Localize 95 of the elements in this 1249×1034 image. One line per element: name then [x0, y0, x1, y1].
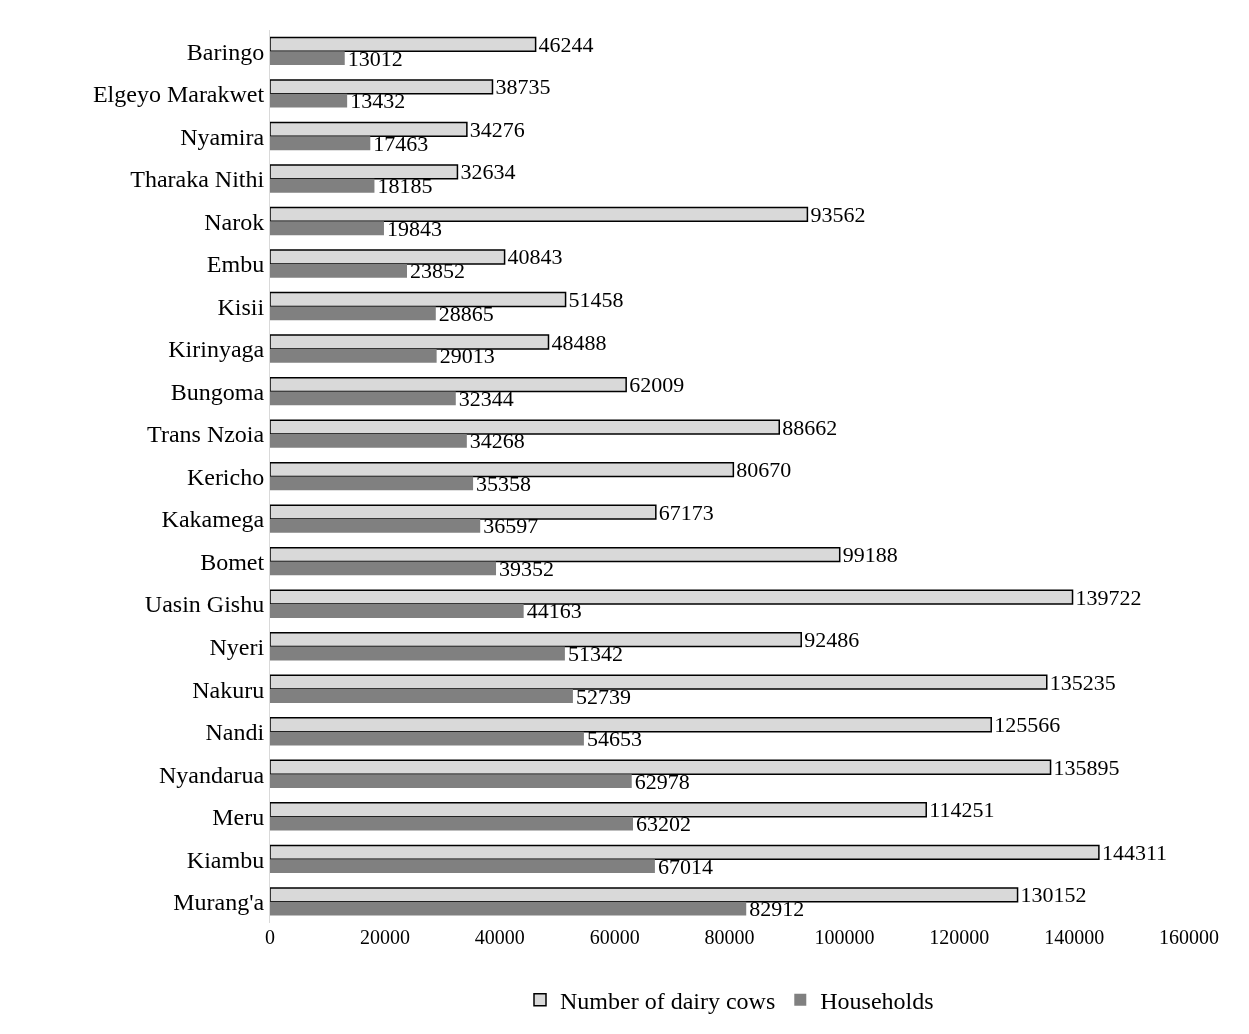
- data-label: 54653: [586, 726, 642, 752]
- y-tick-label: Tharaka Nithi: [130, 166, 265, 193]
- bar: [270, 221, 384, 236]
- y-tick-label: Kericho: [186, 463, 265, 490]
- legend-label: Number of dairy cows: [560, 988, 776, 1015]
- data-label: 29013: [439, 343, 495, 369]
- bar: [270, 774, 632, 788]
- data-label: 34268: [469, 428, 525, 454]
- bar: [270, 93, 348, 108]
- data-label: 13012: [347, 45, 403, 71]
- y-tick-label: Bomet: [200, 548, 265, 575]
- data-label: 88662: [782, 414, 838, 440]
- data-label: 51458: [568, 286, 624, 312]
- data-label: 18185: [377, 173, 433, 199]
- data-label: 38735: [495, 74, 551, 100]
- y-tick-label: Embu: [206, 251, 265, 278]
- data-label: 93562: [810, 201, 866, 227]
- y-tick-label: Elgeyo Marakwet: [92, 81, 265, 108]
- data-label: 39352: [499, 555, 555, 581]
- y-tick-label: Nandi: [205, 719, 265, 746]
- bar: [270, 731, 584, 746]
- data-label: 92486: [804, 627, 860, 653]
- data-label: 46244: [538, 31, 594, 57]
- data-label: 23852: [410, 258, 465, 284]
- bar: [270, 646, 565, 661]
- y-tick-label: Trans Nzoia: [147, 421, 265, 448]
- y-tick-label: Bungoma: [170, 378, 265, 405]
- bar: [270, 901, 747, 916]
- data-label: 36597: [483, 513, 539, 539]
- x-tick-label: 80000: [704, 926, 755, 948]
- data-label: 144311: [1101, 839, 1168, 865]
- data-label: 13432: [350, 88, 406, 114]
- bar: [270, 476, 474, 491]
- y-tick-label: Nakuru: [192, 676, 265, 703]
- bar: [270, 689, 573, 703]
- y-tick-label: Kiambu: [186, 846, 265, 873]
- y-tick-label: Kisii: [217, 293, 265, 320]
- bar: [270, 433, 467, 448]
- bar: [270, 519, 481, 533]
- y-tick-label: Meru: [212, 804, 265, 831]
- bar: [270, 561, 497, 576]
- data-label: 135895: [1053, 754, 1120, 780]
- data-label: 17463: [373, 130, 429, 156]
- x-tick-label: 140000: [1044, 926, 1105, 948]
- data-label: 62009: [629, 372, 685, 398]
- data-label: 51342: [567, 641, 623, 667]
- data-label: 135235: [1049, 669, 1116, 695]
- data-label: 80670: [736, 457, 792, 483]
- y-tick-label: Nyeri: [209, 634, 265, 660]
- y-tick-label: Narok: [204, 208, 265, 235]
- y-tick-label: Murang'a: [173, 889, 265, 916]
- data-label: 62978: [634, 768, 690, 794]
- y-tick-label: Kirinyaga: [168, 336, 265, 363]
- legend-label: Households: [820, 988, 934, 1015]
- y-tick-label: Kakamega: [161, 506, 265, 533]
- bar: [270, 178, 375, 193]
- data-label: 52739: [575, 683, 631, 709]
- data-label: 130152: [1020, 882, 1087, 908]
- data-label: 44163: [526, 598, 582, 624]
- bar: [270, 816, 634, 831]
- x-tick-label: 40000: [474, 926, 525, 948]
- data-label: 32634: [460, 159, 516, 185]
- data-label: 35358: [476, 470, 532, 496]
- bar: [270, 136, 371, 151]
- y-tick-label: Nyamira: [180, 123, 265, 150]
- bar: [270, 51, 345, 66]
- data-label: 99188: [842, 542, 898, 568]
- x-tick-label: 100000: [814, 926, 875, 948]
- bar: [270, 306, 436, 321]
- x-tick-label: 0: [265, 926, 275, 948]
- data-label: 34276: [469, 116, 525, 142]
- bar: [270, 859, 655, 874]
- bar: [270, 348, 437, 363]
- x-tick-label: 160000: [1159, 926, 1219, 948]
- bar: [270, 263, 407, 278]
- data-label: 139722: [1075, 584, 1142, 610]
- x-tick-label: 20000: [359, 926, 410, 948]
- data-label: 28865: [438, 300, 494, 326]
- y-tick-label: Uasin Gishu: [144, 591, 265, 618]
- data-label: 114251: [929, 797, 995, 823]
- data-label: 19843: [386, 215, 442, 241]
- data-label: 67173: [658, 499, 714, 525]
- data-label: 40843: [507, 244, 563, 270]
- data-label: 82912: [749, 896, 805, 922]
- data-label: 67014: [657, 853, 713, 879]
- y-tick-label: Baringo: [186, 38, 265, 65]
- x-tick-label: 60000: [589, 926, 640, 948]
- data-label: 32344: [458, 385, 514, 411]
- data-label: 48488: [551, 329, 607, 355]
- y-tick-label: Nyandarua: [158, 761, 265, 788]
- bar: [270, 604, 524, 618]
- bar: [270, 391, 456, 406]
- data-label: 63202: [636, 811, 692, 837]
- x-tick-label: 120000: [929, 926, 990, 948]
- data-label: 125566: [994, 712, 1061, 738]
